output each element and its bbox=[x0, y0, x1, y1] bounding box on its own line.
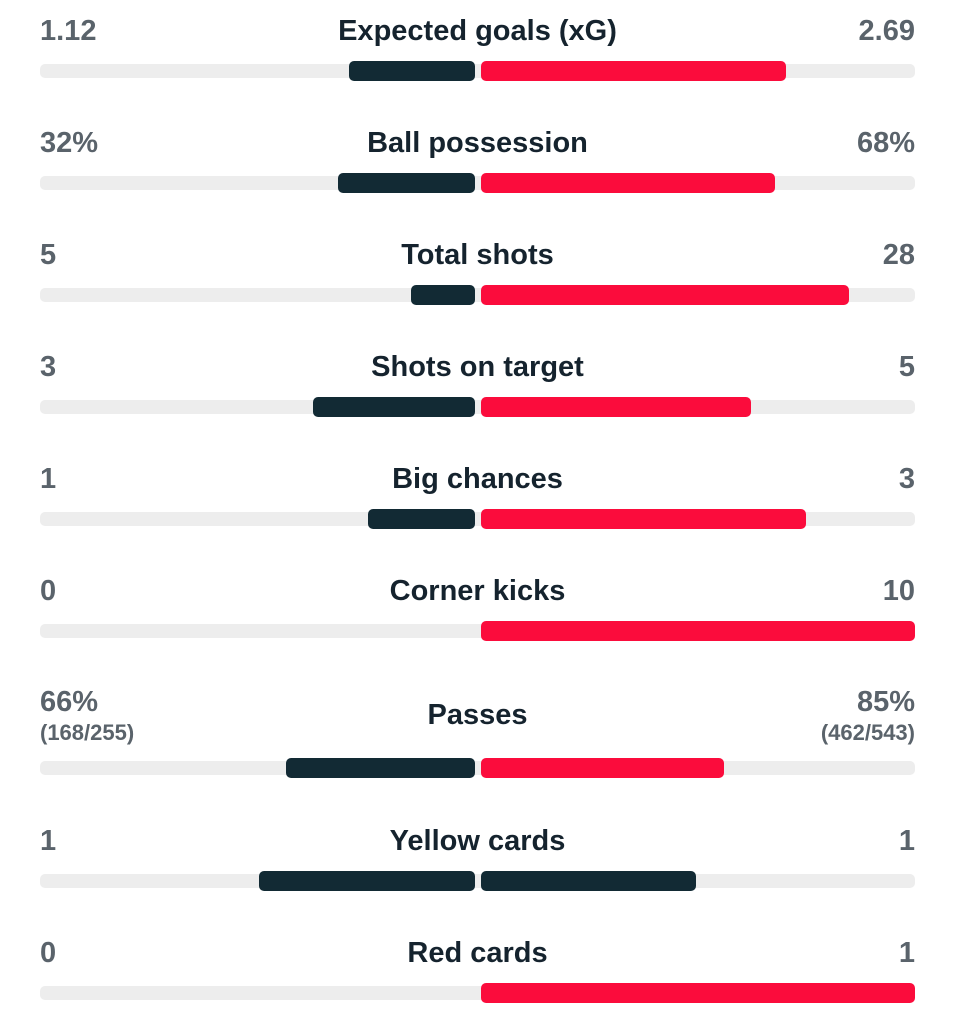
home-value-text: 5 bbox=[40, 239, 57, 272]
stat-header: 5 Total shots 28 bbox=[40, 239, 915, 272]
home-bar bbox=[337, 173, 475, 193]
stat-bar bbox=[40, 757, 915, 778]
home-value: 0 bbox=[40, 576, 390, 606]
stat-bar bbox=[40, 509, 915, 529]
bar-track bbox=[40, 874, 915, 888]
away-value-text: 10 bbox=[882, 575, 915, 608]
away-bar bbox=[480, 173, 775, 193]
home-value-text: 0 bbox=[40, 575, 57, 608]
stat-label: Corner kicks bbox=[389, 575, 566, 607]
stat-row-total-shots: 5 Total shots 28 bbox=[40, 239, 915, 351]
away-bar bbox=[480, 61, 787, 81]
away-value-text: 2.69 bbox=[858, 15, 915, 48]
stat-header: 1 Big chances 3 bbox=[40, 463, 915, 496]
home-bar bbox=[258, 871, 475, 891]
stat-label: Passes bbox=[427, 699, 528, 732]
away-value: 10 bbox=[565, 576, 915, 606]
stat-bar bbox=[40, 285, 915, 305]
home-value: 1.12 bbox=[40, 16, 338, 46]
home-value-text: 1 bbox=[40, 825, 57, 858]
home-value-text: 66% bbox=[40, 686, 99, 718]
away-bar bbox=[480, 871, 697, 891]
stat-bar bbox=[40, 983, 915, 1003]
home-bar bbox=[286, 757, 475, 778]
away-value-text: 3 bbox=[898, 463, 915, 496]
away-value: 28 bbox=[554, 240, 915, 270]
stat-label: Yellow cards bbox=[389, 825, 566, 857]
stat-bar bbox=[40, 871, 915, 891]
stat-row-passes: 66% (168/255) Passes 85% (462/543) bbox=[40, 687, 915, 825]
stat-label: Shots on target bbox=[371, 351, 584, 383]
away-sub-value: (462/543) bbox=[820, 720, 915, 746]
away-value: 3 bbox=[563, 464, 915, 494]
stat-label: Expected goals (xG) bbox=[338, 15, 617, 47]
away-bar bbox=[480, 509, 806, 529]
home-value: 32% bbox=[40, 128, 367, 158]
away-value: 1 bbox=[548, 938, 915, 968]
away-bar bbox=[480, 397, 751, 417]
stat-label: Total shots bbox=[401, 239, 554, 271]
home-value: 0 bbox=[40, 938, 407, 968]
stat-header: 0 Corner kicks 10 bbox=[40, 575, 915, 608]
home-value-text: 1 bbox=[40, 463, 57, 496]
away-value-text: 28 bbox=[882, 239, 915, 272]
bar-track bbox=[40, 760, 915, 775]
home-bar bbox=[348, 61, 475, 81]
away-value: 68% bbox=[588, 128, 915, 158]
stat-header: 32% Ball possession 68% bbox=[40, 127, 915, 160]
away-value-text: 5 bbox=[898, 351, 915, 384]
home-value: 5 bbox=[40, 240, 401, 270]
home-value-text: 32% bbox=[40, 127, 99, 160]
away-value-text: 1 bbox=[898, 825, 915, 858]
home-value-text: 1.12 bbox=[40, 15, 97, 48]
stat-header: 1 Yellow cards 1 bbox=[40, 825, 915, 858]
away-value-text: 1 bbox=[898, 937, 915, 970]
home-value: 1 bbox=[40, 464, 392, 494]
stat-header: 0 Red cards 1 bbox=[40, 937, 915, 970]
home-sub-value: (168/255) bbox=[40, 720, 135, 746]
stat-bar bbox=[40, 61, 915, 81]
away-value-text: 85% bbox=[856, 686, 915, 718]
stat-header: 66% (168/255) Passes 85% (462/543) bbox=[40, 687, 915, 745]
home-value-text: 0 bbox=[40, 937, 57, 970]
stat-row-red-cards: 0 Red cards 1 bbox=[40, 937, 915, 1024]
away-bar bbox=[480, 621, 915, 641]
stat-label: Ball possession bbox=[367, 127, 588, 159]
home-value-text: 3 bbox=[40, 351, 57, 384]
away-value: 2.69 bbox=[617, 16, 915, 46]
stat-row-corner-kicks: 0 Corner kicks 10 bbox=[40, 575, 915, 687]
away-value: 1 bbox=[565, 826, 915, 856]
stat-header: 1.12 Expected goals (xG) 2.69 bbox=[40, 15, 915, 48]
home-bar bbox=[368, 509, 475, 529]
home-value: 1 bbox=[40, 826, 390, 856]
away-value: 5 bbox=[584, 352, 915, 382]
away-bar bbox=[480, 285, 849, 305]
stat-bar bbox=[40, 397, 915, 417]
stat-label: Big chances bbox=[392, 463, 563, 495]
bar-track bbox=[40, 400, 915, 414]
stat-label: Red cards bbox=[407, 937, 548, 969]
stat-row-shots-on-target: 3 Shots on target 5 bbox=[40, 351, 915, 463]
away-value: 85% (462/543) bbox=[528, 686, 915, 746]
away-bar bbox=[480, 983, 915, 1003]
stat-bar bbox=[40, 621, 915, 641]
bar-track bbox=[40, 176, 915, 190]
away-value-text: 68% bbox=[856, 127, 915, 160]
home-bar bbox=[313, 397, 475, 417]
stat-bar bbox=[40, 173, 915, 193]
away-bar bbox=[480, 757, 724, 778]
stat-row-expected-goals: 1.12 Expected goals (xG) 2.69 bbox=[40, 15, 915, 127]
stat-row-yellow-cards: 1 Yellow cards 1 bbox=[40, 825, 915, 937]
stat-row-big-chances: 1 Big chances 3 bbox=[40, 463, 915, 575]
stat-row-ball-possession: 32% Ball possession 68% bbox=[40, 127, 915, 239]
stat-header: 3 Shots on target 5 bbox=[40, 351, 915, 384]
home-value: 3 bbox=[40, 352, 371, 382]
home-bar bbox=[411, 285, 475, 305]
home-value: 66% (168/255) bbox=[40, 687, 428, 745]
